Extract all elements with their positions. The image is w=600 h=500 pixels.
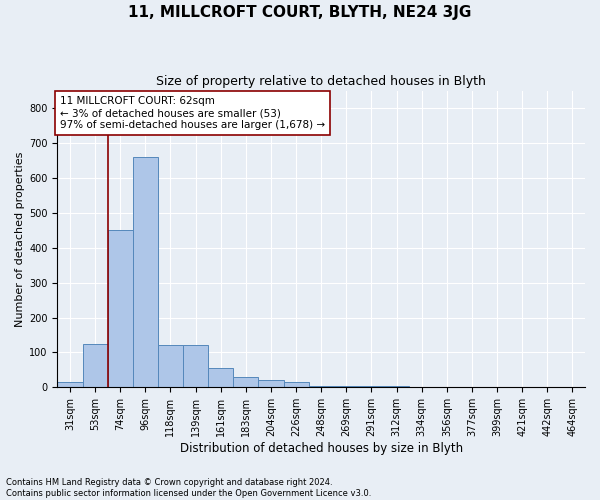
Bar — [58, 382, 83, 388]
Title: Size of property relative to detached houses in Blyth: Size of property relative to detached ho… — [156, 75, 486, 88]
Bar — [233, 377, 259, 388]
Bar — [183, 346, 208, 388]
Bar — [133, 157, 158, 388]
Bar — [208, 368, 233, 388]
Bar — [158, 346, 183, 388]
Bar — [83, 344, 107, 388]
Bar — [359, 386, 384, 388]
Text: Contains HM Land Registry data © Crown copyright and database right 2024.
Contai: Contains HM Land Registry data © Crown c… — [6, 478, 371, 498]
X-axis label: Distribution of detached houses by size in Blyth: Distribution of detached houses by size … — [179, 442, 463, 455]
Bar — [384, 386, 409, 388]
Text: 11 MILLCROFT COURT: 62sqm
← 3% of detached houses are smaller (53)
97% of semi-d: 11 MILLCROFT COURT: 62sqm ← 3% of detach… — [60, 96, 325, 130]
Bar — [308, 386, 334, 388]
Bar — [284, 382, 308, 388]
Text: 11, MILLCROFT COURT, BLYTH, NE24 3JG: 11, MILLCROFT COURT, BLYTH, NE24 3JG — [128, 5, 472, 20]
Y-axis label: Number of detached properties: Number of detached properties — [15, 152, 25, 326]
Bar — [334, 386, 359, 388]
Bar — [107, 230, 133, 388]
Bar — [259, 380, 284, 388]
